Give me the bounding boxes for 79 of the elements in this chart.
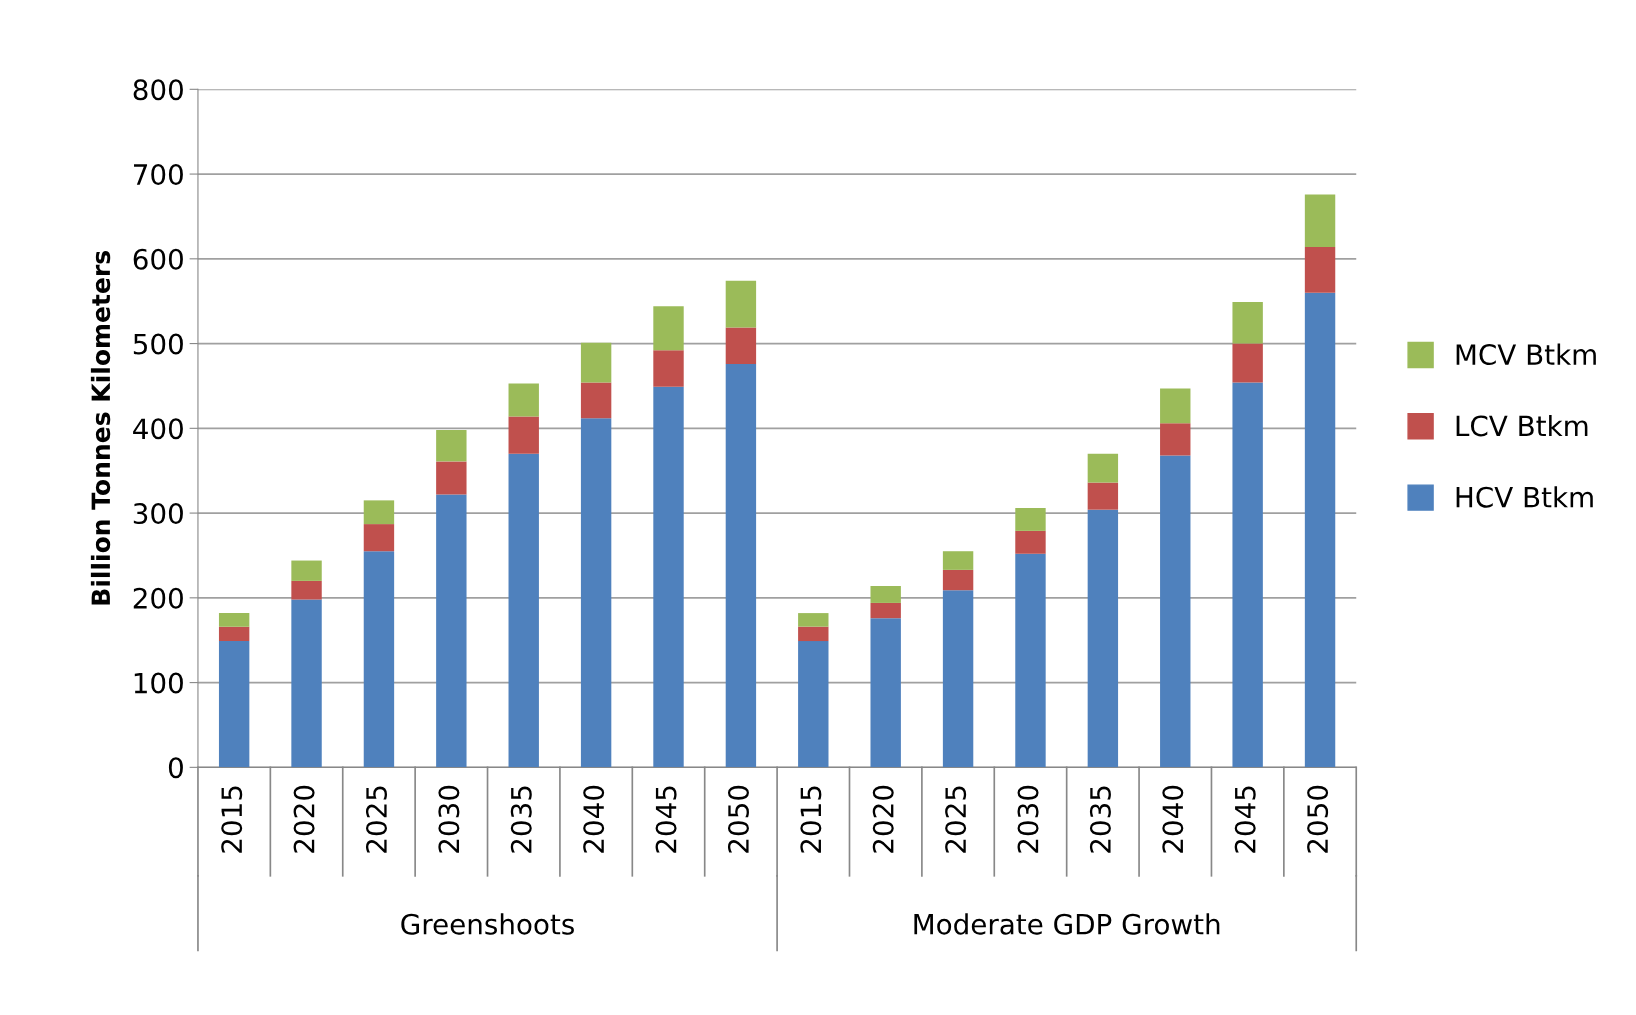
y-tick-label: 500: [133, 333, 183, 355]
bar: [725, 280, 757, 328]
bar: [1160, 455, 1191, 768]
x-tick-label: 2020: [293, 785, 315, 853]
x-tick-label: 2045: [1234, 786, 1256, 853]
y-tick-label: 400: [133, 418, 183, 440]
bar: [436, 461, 467, 495]
bar: [1232, 302, 1263, 344]
bar: [1304, 292, 1336, 768]
bar: [580, 418, 612, 768]
x-tick-label: 2020: [872, 785, 894, 853]
legend-label: MCV Btkm: [1456, 343, 1596, 366]
y-axis-title: Billion Tonnes Kilometers: [90, 251, 111, 605]
bar: [653, 386, 684, 768]
bar: [653, 306, 684, 351]
bar: [580, 342, 612, 383]
bar: [580, 382, 612, 419]
x-tick-label: 2015: [800, 786, 822, 853]
x-tick-label: 2040: [583, 785, 605, 853]
x-tick-label: 2035: [1089, 786, 1111, 853]
y-tick-label: 600: [133, 248, 183, 270]
text: Greenshoots: [401, 913, 574, 935]
bar: [1015, 508, 1046, 531]
x-tick-label: 2015: [221, 786, 243, 853]
bar: [942, 569, 974, 591]
y-tick-label: 700: [134, 164, 183, 186]
bar: [363, 524, 395, 552]
bar: [1232, 343, 1263, 383]
x-tick-label: 2035: [510, 786, 532, 853]
x-tick-label: 2050: [1307, 785, 1329, 853]
bar: [798, 626, 829, 642]
x-tick-label: 2030: [438, 785, 460, 853]
bar: [363, 500, 395, 525]
bar: [436, 494, 467, 768]
bar: [870, 585, 901, 603]
bar: [942, 551, 974, 570]
x-tick-label: 2045: [655, 786, 677, 853]
bar: [1015, 553, 1046, 768]
bar: [218, 641, 250, 768]
bar: [870, 602, 901, 619]
bar: [725, 327, 757, 364]
x-tick-label: 2025: [945, 786, 967, 853]
bar: [1160, 423, 1191, 456]
x-tick-label: 2040: [1162, 785, 1184, 853]
bar: [436, 430, 467, 462]
bar: [218, 626, 250, 642]
y-tick-label: 100: [134, 672, 183, 694]
bar: [653, 350, 684, 387]
bar: [1087, 509, 1119, 768]
bar: [218, 613, 250, 627]
bar: [1232, 382, 1263, 768]
bar: [291, 560, 322, 581]
bar: [508, 383, 539, 417]
bar: [1087, 482, 1119, 510]
bar: [508, 453, 539, 768]
bar: [291, 599, 322, 768]
bar: [798, 641, 829, 768]
bar: [363, 551, 395, 768]
text: Moderate GDP Growth: [914, 913, 1220, 935]
bar: [870, 618, 901, 768]
bar: [942, 590, 974, 768]
bar: [1160, 388, 1191, 424]
bar: [1304, 246, 1336, 293]
x-tick-label: 2050: [727, 785, 749, 853]
y-tick-label: 800: [133, 79, 183, 101]
y-tick-label: 200: [133, 587, 183, 609]
x-tick-label: 2025: [365, 786, 387, 853]
bar: [1304, 194, 1336, 247]
y-tick-label: 300: [133, 503, 183, 525]
bar: [291, 580, 322, 600]
legend-label: LCV Btkm: [1456, 414, 1588, 437]
bar: [798, 613, 829, 627]
bar: [1087, 453, 1119, 483]
bar: [725, 363, 757, 768]
x-tick-label: 2030: [1017, 785, 1039, 853]
bar: [1015, 530, 1046, 554]
legend-label: HCV Btkm: [1456, 486, 1593, 508]
bar: [508, 416, 539, 454]
y-tick-label: 0: [168, 757, 183, 779]
